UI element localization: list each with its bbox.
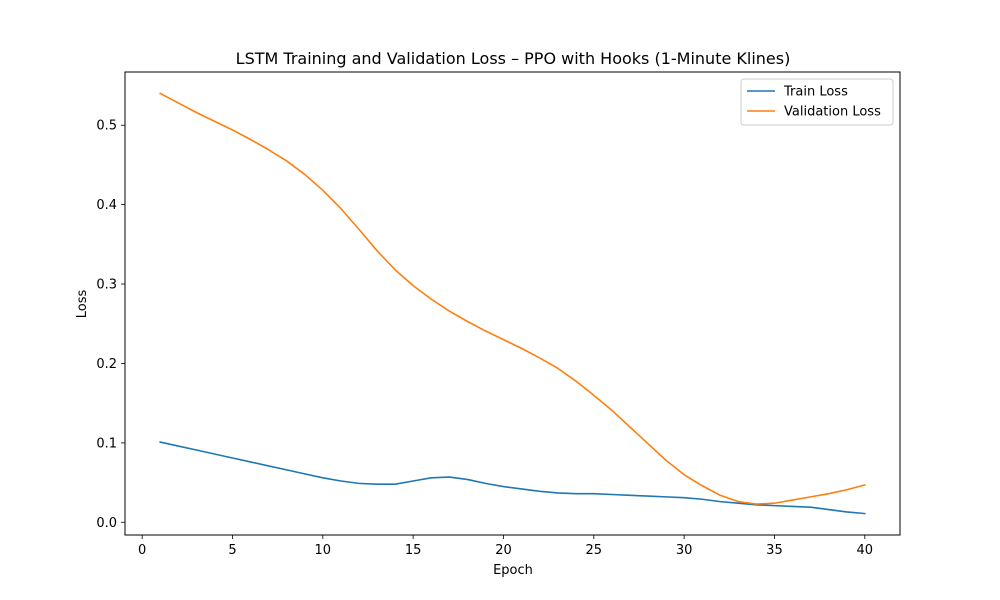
y-tick-label: 0.3 bbox=[96, 278, 117, 293]
plot-frame bbox=[124, 71, 901, 536]
x-tick-label: 0 bbox=[138, 543, 146, 558]
y-tick-label: 0.5 bbox=[96, 119, 117, 134]
x-tick-label: 10 bbox=[315, 543, 332, 558]
x-tick-label: 35 bbox=[766, 543, 783, 558]
plot-area bbox=[125, 72, 900, 535]
series-layer bbox=[159, 92, 866, 515]
y-tick-label: 0.4 bbox=[96, 198, 117, 213]
x-axis-label: Epoch bbox=[493, 563, 533, 578]
legend-label: Validation Loss bbox=[784, 105, 881, 120]
series-line-train-loss bbox=[159, 441, 866, 515]
y-axis-label: Loss bbox=[75, 290, 90, 319]
x-tick-label: 25 bbox=[586, 543, 603, 558]
legend-box bbox=[740, 78, 894, 126]
y-tick-label: 0.0 bbox=[96, 516, 117, 531]
legend: Train Loss Validation Loss bbox=[740, 78, 894, 126]
x-tick-label: 5 bbox=[228, 543, 236, 558]
y-tick-label: 0.1 bbox=[96, 436, 117, 451]
chart-title: LSTM Training and Validation Loss – PPO … bbox=[236, 49, 791, 68]
x-tick-label: 15 bbox=[405, 543, 422, 558]
y-tick-label: 0.2 bbox=[96, 357, 117, 372]
y-axis: 0.0 0.1 0.2 0.3 0.4 0.5 bbox=[96, 119, 125, 531]
x-tick-label: 30 bbox=[676, 543, 693, 558]
x-axis: 0 5 10 15 20 25 30 35 40 bbox=[138, 535, 873, 558]
series-line-validation-loss bbox=[159, 92, 866, 505]
legend-label: Train Loss bbox=[783, 85, 848, 100]
x-tick-label: 40 bbox=[856, 543, 873, 558]
x-tick-label: 20 bbox=[495, 543, 512, 558]
